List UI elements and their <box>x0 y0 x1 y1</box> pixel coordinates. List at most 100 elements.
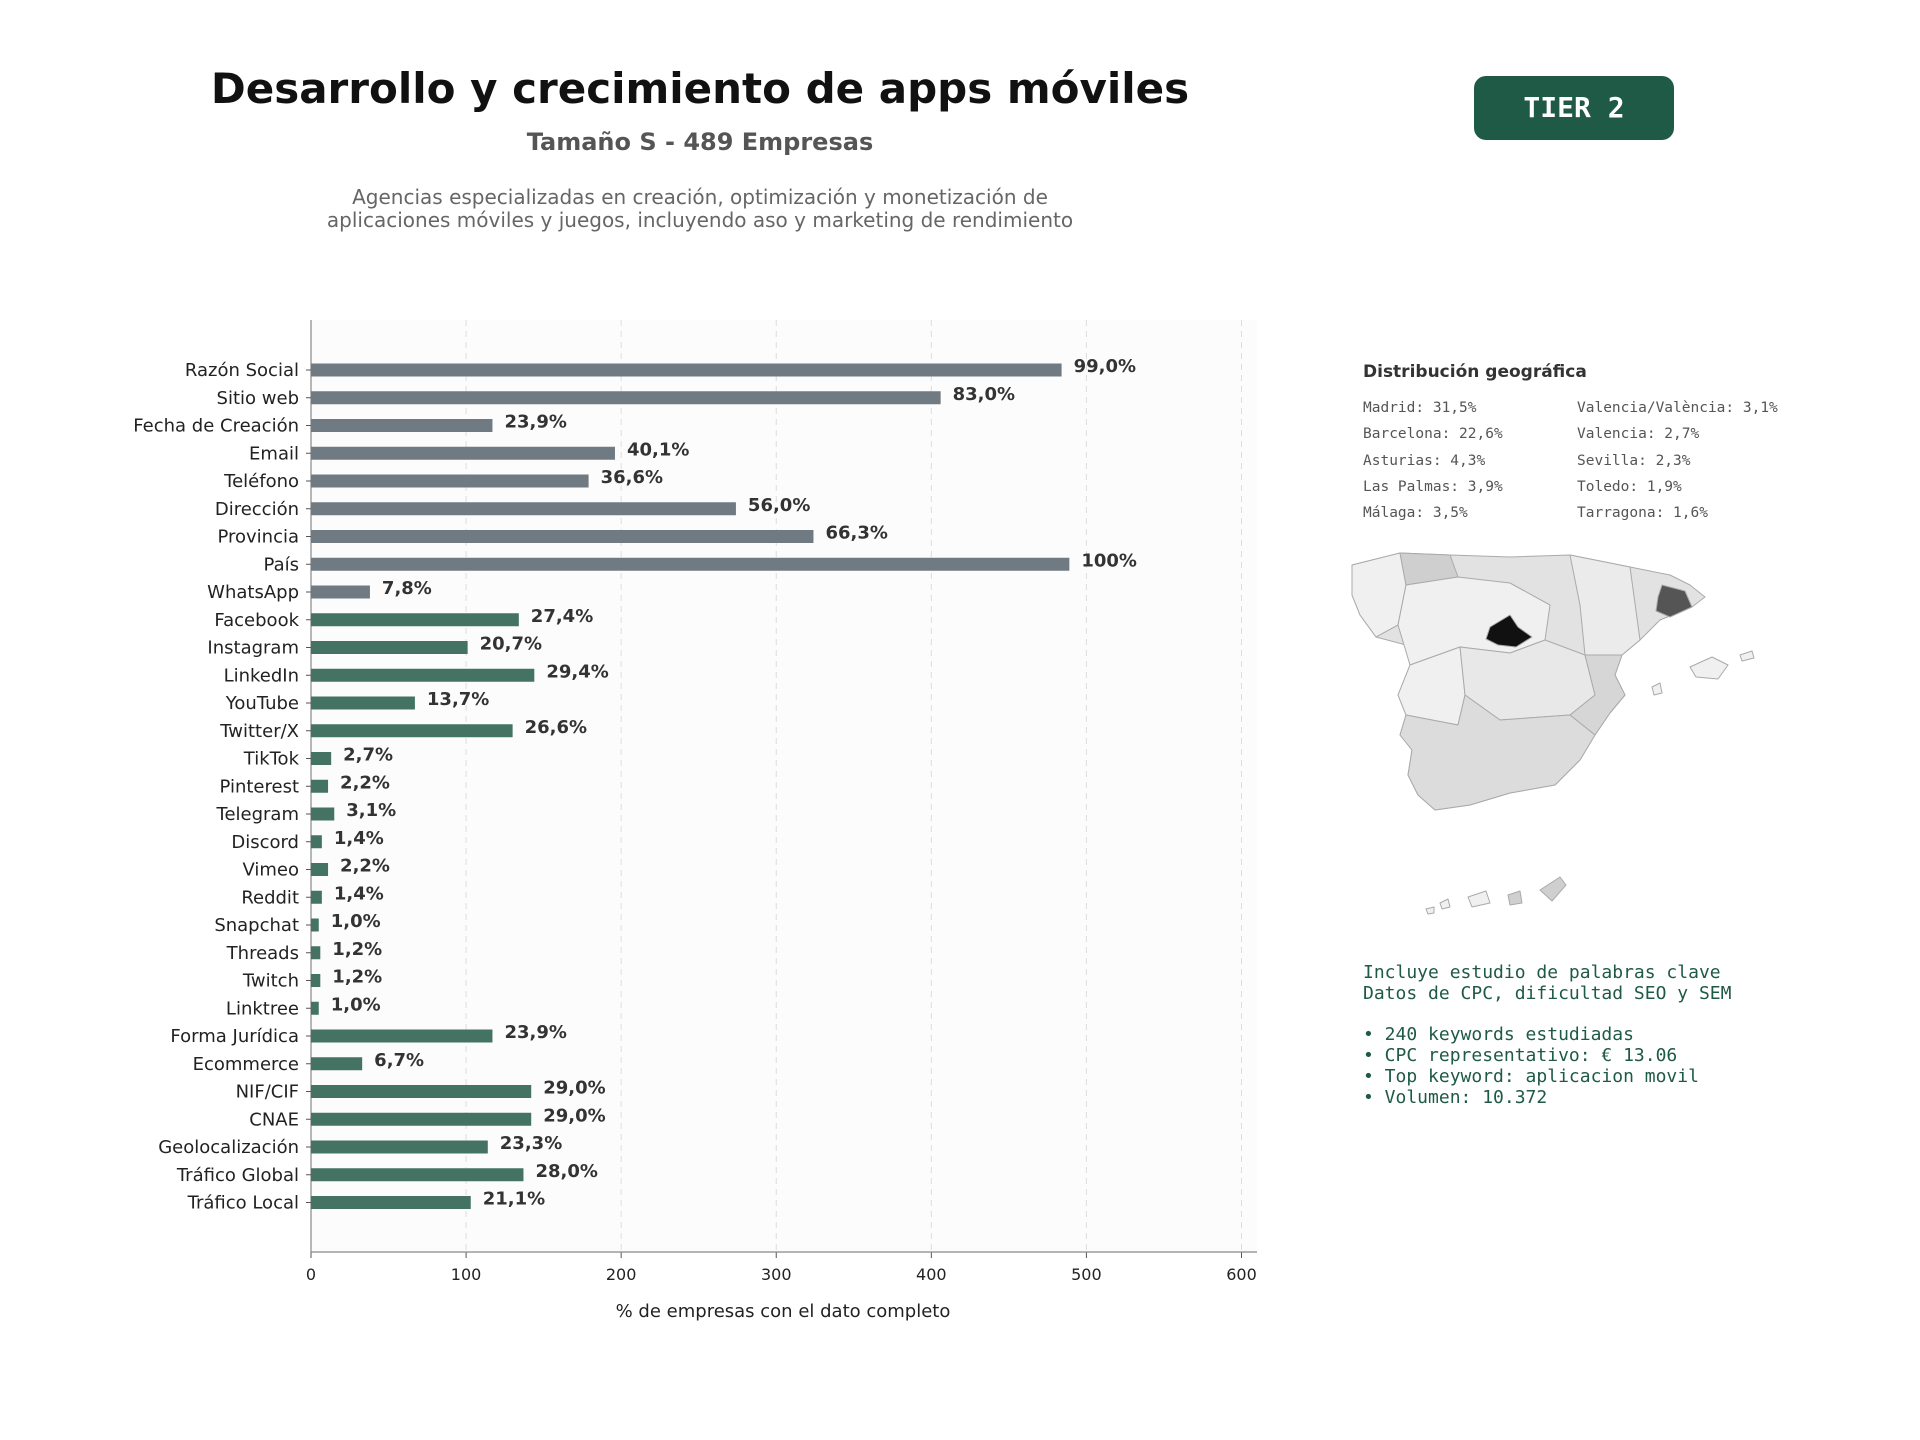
bar <box>311 918 319 932</box>
bar <box>311 1029 493 1043</box>
category-label: Twitter/X <box>219 721 299 742</box>
category-label: Fecha de Creación <box>133 416 299 437</box>
geo-item: Tarragona: 1,6% <box>1577 505 1708 522</box>
bar <box>311 863 329 876</box>
bar <box>311 752 332 765</box>
plot-background <box>311 320 1257 1252</box>
geo-item: Valencia: 2,7% <box>1577 426 1700 443</box>
category-label: Pinterest <box>219 776 299 797</box>
bar-value-label: 1,0% <box>331 994 381 1015</box>
category-label: Geolocalización <box>158 1137 299 1158</box>
x-tick-label: 400 <box>916 1265 947 1284</box>
map-region-andalucia <box>1399 694 1596 811</box>
bar-value-label: 27,4% <box>531 606 593 627</box>
bar-value-label: 66,3% <box>825 523 887 544</box>
bar <box>311 391 941 405</box>
geo-item: Valencia/València: 3,1% <box>1577 400 1778 416</box>
keywords-bullet: • CPC representativo: € 13.06 <box>1363 1045 1678 1066</box>
category-label: Email <box>249 443 299 464</box>
bar-value-label: 83,0% <box>953 384 1015 405</box>
geo-item: Toledo: 1,9% <box>1577 478 1682 495</box>
bar <box>311 1057 363 1071</box>
bar-value-label: 13,7% <box>427 689 489 710</box>
bar <box>311 530 814 543</box>
x-axis-label: % de empresas con el dato completo <box>616 1301 951 1322</box>
category-label: TikTok <box>243 749 300 770</box>
category-label: Telegram <box>216 804 299 825</box>
bar <box>311 1196 471 1209</box>
bar-value-label: 29,0% <box>543 1078 605 1099</box>
bar <box>311 807 335 821</box>
bar <box>311 613 519 627</box>
geo-item: Madrid: 31,5% <box>1363 400 1477 416</box>
bar-value-label: 1,2% <box>332 967 382 988</box>
map-region-canarias-tenerife <box>1467 890 1491 908</box>
bar <box>311 835 322 849</box>
category-label: Twitch <box>242 971 299 992</box>
spain-map <box>1351 552 1755 915</box>
map-region-ibiza <box>1651 682 1663 696</box>
category-label: NIF/CIF <box>236 1082 299 1103</box>
category-label: Instagram <box>207 638 299 659</box>
keywords-line: Incluye estudio de palabras clave <box>1363 962 1721 983</box>
bar-value-label: 20,7% <box>480 634 542 655</box>
x-tick-label: 300 <box>761 1265 792 1284</box>
category-label: Discord <box>231 832 299 853</box>
bar-value-label: 23,9% <box>504 1022 566 1043</box>
category-label: Sitio web <box>217 388 299 409</box>
bar <box>311 1085 532 1098</box>
bar <box>311 1168 524 1182</box>
map-region-canarias-mid <box>1507 890 1523 906</box>
bar-value-label: 26,6% <box>525 717 587 738</box>
bar <box>311 585 370 599</box>
bar-value-label: 29,4% <box>546 661 608 682</box>
bar-value-label: 1,4% <box>334 883 384 904</box>
x-tick-label: 0 <box>306 1265 316 1284</box>
category-label: País <box>264 554 299 575</box>
bar <box>311 1001 319 1015</box>
map-region-menorca <box>1739 650 1755 662</box>
map-region-valencia <box>1569 654 1626 736</box>
bar-chart: 0 100 200 300 400 500 600 Razón Social 99,0% Siti… <box>133 320 1257 1322</box>
map-region-baleares <box>1689 656 1729 680</box>
bar-value-label: 23,9% <box>504 412 566 433</box>
bar-value-label: 21,1% <box>483 1189 545 1210</box>
keywords-bullet: • 240 keywords estudiadas <box>1363 1024 1634 1045</box>
bar <box>311 641 468 654</box>
x-tick-label: 500 <box>1071 1265 1102 1284</box>
x-tick-label: 600 <box>1226 1265 1257 1284</box>
geo-list-left: Madrid: 31,5% Barcelona: 22,6% Asturias:… <box>1363 400 1503 531</box>
bar-value-label: 36,6% <box>601 467 663 488</box>
page-title: Desarrollo y crecimiento de apps móviles <box>210 64 1190 113</box>
category-label: WhatsApp <box>207 582 299 603</box>
bar-value-label: 3,1% <box>346 800 396 821</box>
geo-item: Málaga: 3,5% <box>1363 505 1468 522</box>
geo-item: Asturias: 4,3% <box>1363 452 1486 469</box>
bar <box>311 779 329 793</box>
category-label: Teléfono <box>223 471 299 492</box>
bar-value-label: 2,2% <box>340 856 390 877</box>
bar-value-label: 28,0% <box>535 1161 597 1182</box>
geo-item: Las Palmas: 3,9% <box>1363 478 1503 495</box>
bar <box>311 363 1062 377</box>
bar-value-label: 1,2% <box>332 939 382 960</box>
bar-value-label: 2,7% <box>343 745 393 766</box>
bar-value-label: 6,7% <box>374 1050 424 1071</box>
category-label: Threads <box>226 943 299 964</box>
geo-item: Barcelona: 22,6% <box>1363 426 1503 443</box>
bar <box>311 974 321 987</box>
category-label: Facebook <box>214 610 299 631</box>
category-label: Tráfico Local <box>187 1193 299 1214</box>
bar-value-label: 1,4% <box>334 828 384 849</box>
category-label: CNAE <box>249 1109 299 1130</box>
map-region-canarias-east <box>1539 876 1567 902</box>
page-subtitle: Tamaño S - 489 Empresas <box>526 128 874 156</box>
keywords-panel: Incluye estudio de palabras clave Datos … <box>1363 962 1731 1108</box>
bar <box>311 696 415 710</box>
bar <box>311 1140 488 1154</box>
geo-list-right: Valencia/València: 3,1% Valencia: 2,7% S… <box>1577 400 1778 531</box>
category-label: Vimeo <box>242 860 299 881</box>
bar-value-label: 29,0% <box>543 1105 605 1126</box>
geo-item: Sevilla: 2,3% <box>1577 452 1691 469</box>
category-label: Forma Jurídica <box>170 1026 299 1047</box>
